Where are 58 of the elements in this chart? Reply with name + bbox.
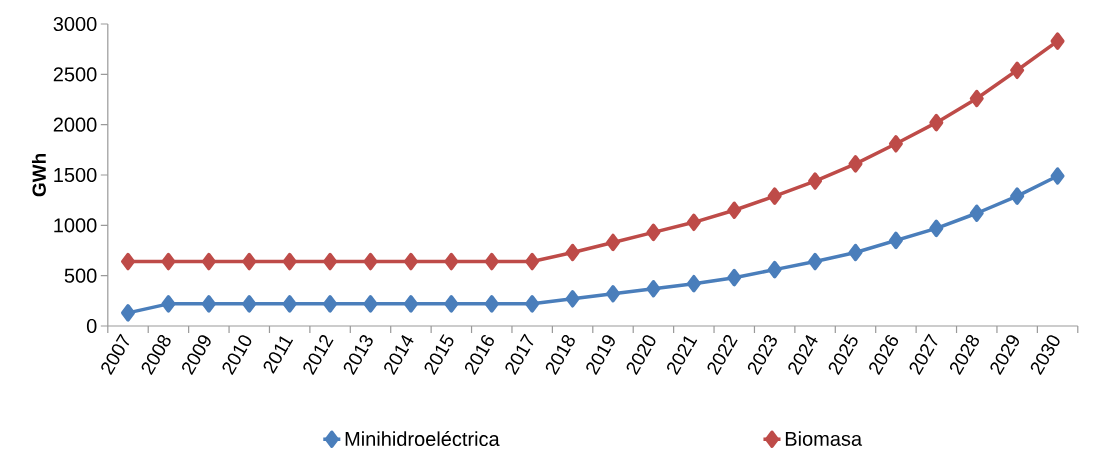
point [606,285,620,303]
point [888,231,903,250]
point [121,252,136,271]
point [444,252,459,271]
point [525,295,540,313]
point [161,252,176,271]
point [1050,32,1065,50]
point [323,252,338,271]
y-tick-label: 2000 [53,117,97,132]
point [323,295,338,313]
point [363,295,378,313]
point [282,252,297,271]
point [646,279,661,298]
point [201,252,216,271]
point [201,295,216,313]
point [767,187,782,205]
point [161,295,176,313]
point [808,252,823,271]
point [646,223,661,242]
y-tick-label: 500 [64,268,97,283]
point [808,172,823,190]
point [403,295,418,313]
point [686,274,701,293]
point [565,243,580,262]
point [444,295,459,313]
point [282,295,297,313]
y-axis-title: GWh [31,154,46,197]
point [606,233,620,252]
point [969,89,984,108]
point [121,304,136,322]
point [484,252,499,271]
point [1010,61,1025,80]
legend-label: Biomasa [785,431,863,446]
legend-label: Minihidroeléctrica [345,431,500,447]
y-tick-label: 1000 [54,218,97,233]
point [484,295,499,313]
point [242,252,257,271]
point [1010,187,1025,205]
point [686,213,701,232]
point [363,252,378,271]
point [242,295,257,313]
point [525,252,540,271]
point [727,201,742,219]
point [888,135,903,153]
point [767,260,782,279]
point [929,219,944,238]
y-tick-label: 1500 [54,167,97,183]
y-tick-label: 0 [86,318,97,334]
point [929,113,944,132]
point [848,155,863,173]
point [727,268,742,287]
y-tick-label: 3000 [53,16,97,32]
point [848,243,863,262]
y-tick-label: 2500 [53,67,97,82]
point [969,204,984,222]
point [565,290,580,308]
point [403,252,418,271]
point [1050,167,1065,185]
